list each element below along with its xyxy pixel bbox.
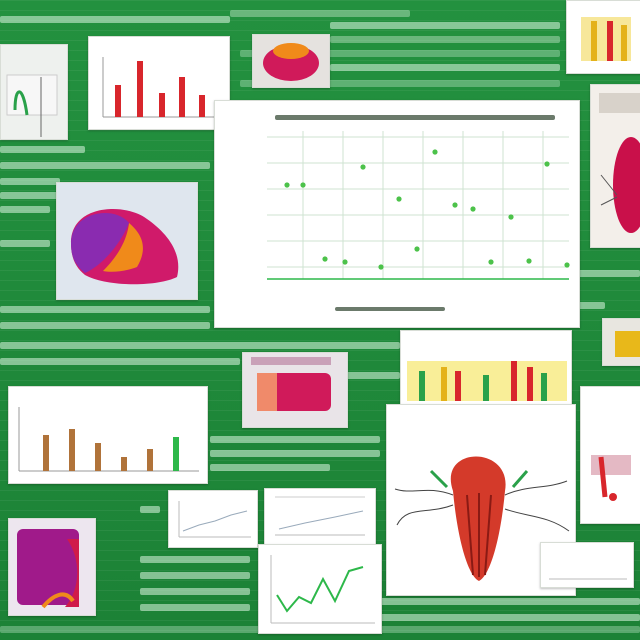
right-diagram-bottom-panel (580, 386, 640, 524)
heart-image (599, 93, 640, 233)
organ-panel-left (56, 182, 198, 300)
point (342, 259, 348, 265)
point (322, 256, 328, 262)
point (414, 246, 420, 252)
red-bar-chart-panel (88, 36, 230, 130)
yellow-bar-chart (581, 17, 631, 61)
point (300, 182, 306, 188)
yellow-object (615, 331, 640, 357)
colored-bars-panel (400, 330, 572, 406)
heart-panel-right (590, 84, 640, 248)
point (470, 206, 476, 212)
organ-thumbnail-top (252, 34, 330, 88)
point (544, 161, 550, 167)
point (488, 259, 494, 265)
yellow-bars-panel-top (566, 0, 640, 74)
point (360, 164, 366, 170)
point (378, 264, 384, 270)
point (284, 182, 290, 188)
point (432, 149, 438, 155)
right-diagram (591, 455, 631, 501)
scatter-grid (267, 131, 569, 280)
brown-bar-chart-panel (8, 386, 208, 484)
brown-bar-chart (18, 407, 199, 472)
organ-panel-mid (242, 352, 348, 428)
heart-diagram (394, 456, 570, 581)
right-edge-bottom-panel (540, 542, 634, 588)
point (564, 262, 570, 268)
purple-organ-panel (8, 518, 96, 616)
scatter-title-line (275, 115, 555, 120)
organ-image-mid (251, 357, 331, 411)
probe-illustration (1, 45, 67, 139)
scatter-xlabel-line (335, 307, 445, 311)
organ-image (263, 43, 319, 81)
colored-bar-chart (407, 361, 567, 401)
point (508, 214, 514, 220)
green-line-chart (270, 555, 375, 624)
top-left-photo-panel (0, 44, 68, 140)
small-line-chart-b (275, 496, 365, 536)
point (396, 196, 402, 202)
point (526, 258, 532, 264)
line-chart-bottom-panel (258, 544, 382, 634)
small-chart-panel-b (264, 488, 376, 546)
purple-organ-image (17, 529, 79, 609)
red-bar-chart (102, 57, 219, 118)
right-edge-chart (549, 578, 627, 580)
yellow-thumbnail-right (602, 318, 640, 366)
scatter-plot (267, 131, 570, 280)
small-chart-panel-a (168, 490, 258, 548)
organ-image-large (71, 209, 179, 285)
point (452, 202, 458, 208)
small-line-chart-a (178, 501, 251, 538)
main-scatter-chart-panel (214, 100, 580, 328)
scatter-points (284, 149, 570, 270)
